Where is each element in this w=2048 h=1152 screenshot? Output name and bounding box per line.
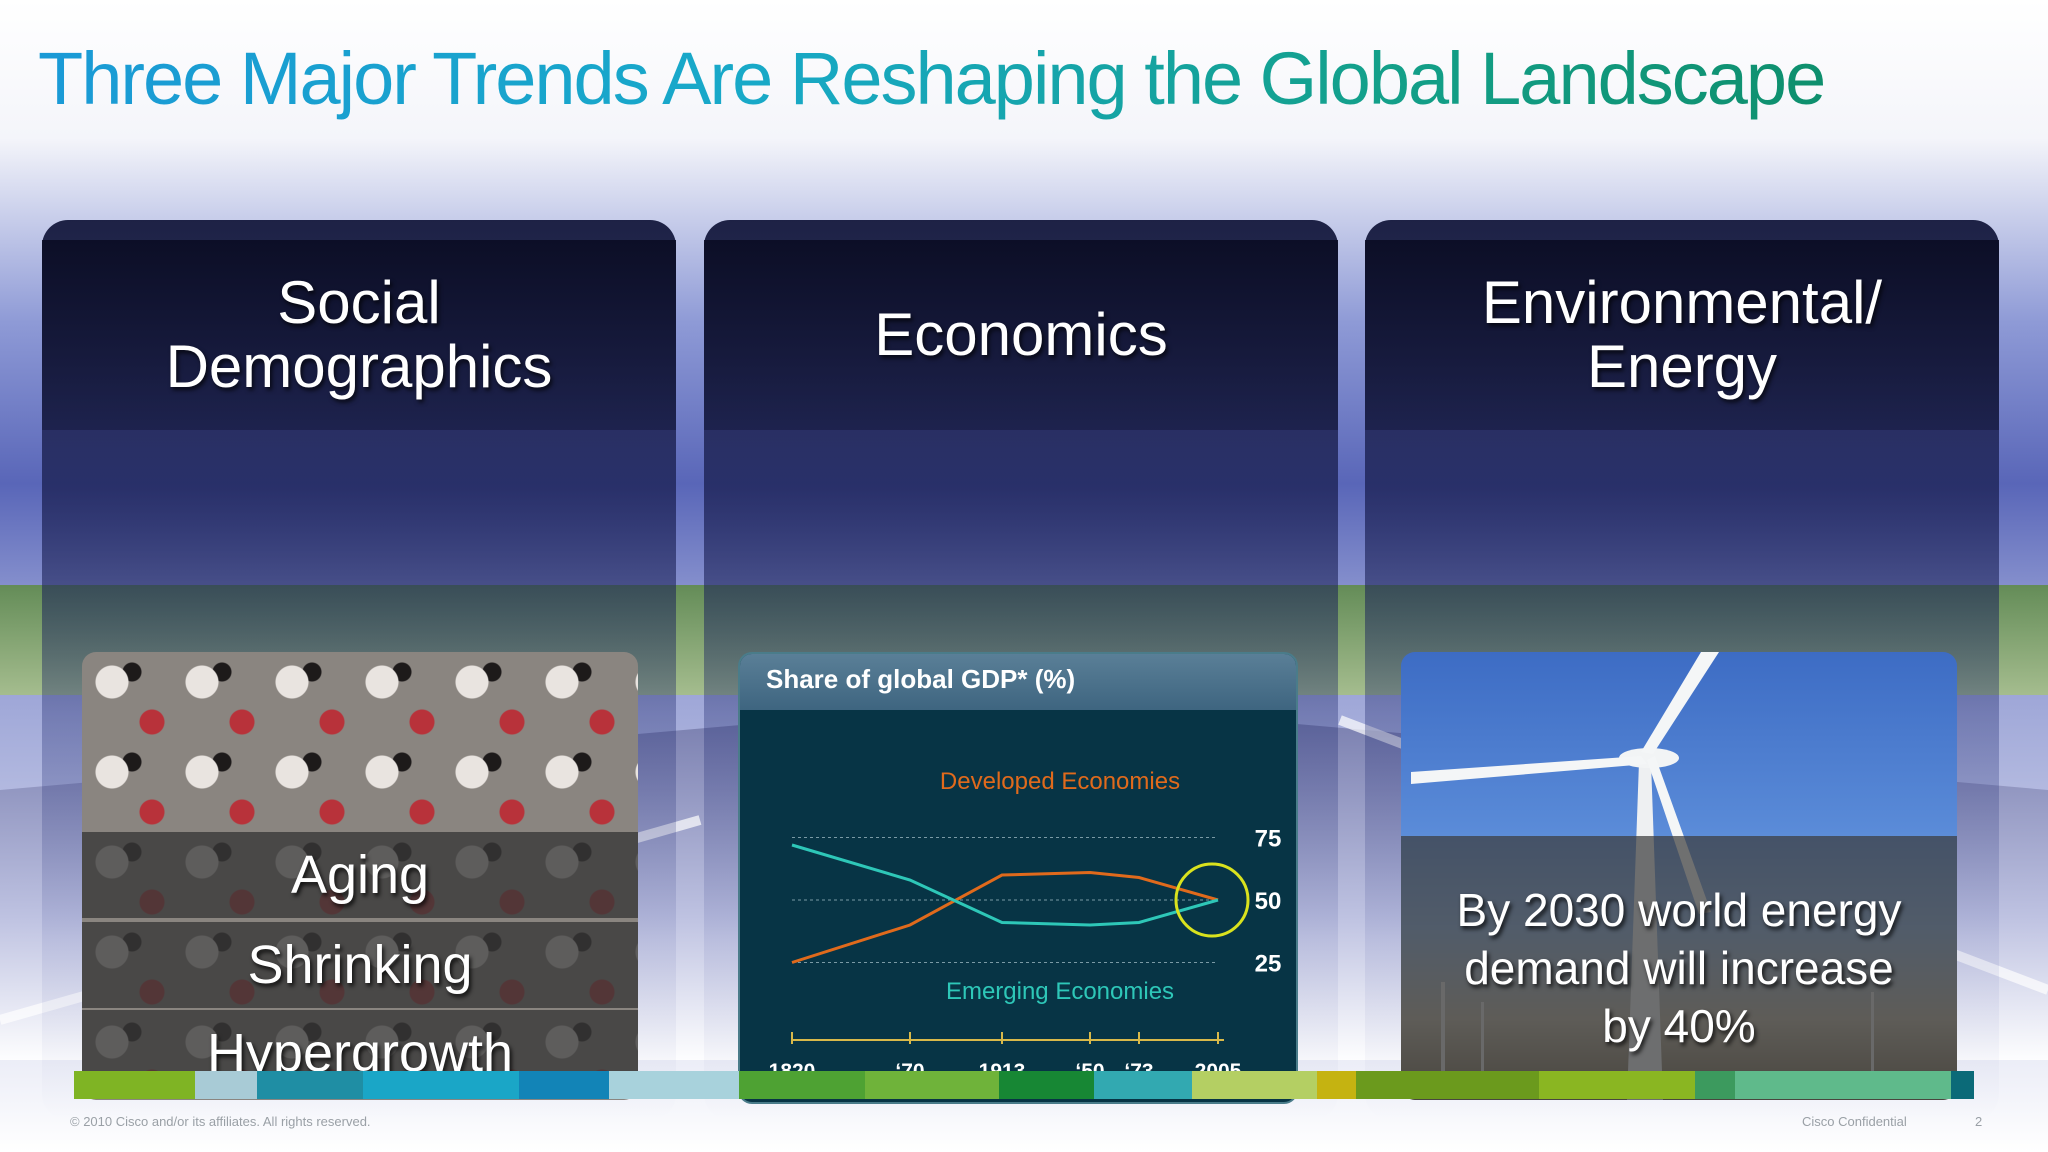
color-bar-segment [1950, 1071, 1974, 1099]
panel-social-demographics: Social Demographics Aging Shrinking Hype… [42, 220, 676, 1120]
series-line-emerging [791, 843, 1219, 927]
color-bar-segment [74, 1071, 196, 1099]
panel-title: Economics [874, 301, 1168, 368]
energy-card: By 2030 world energy demand will increas… [1401, 652, 1957, 1100]
gdp-chart-card: Share of global GDP* (%) 75 50 25 Developed… [738, 652, 1298, 1104]
color-bar-segment [1538, 1071, 1695, 1099]
color-bar-segment [195, 1071, 257, 1099]
color-bar-segment [1694, 1071, 1736, 1099]
chart-title: Share of global GDP* (%) [766, 664, 1076, 694]
panel-header: Economics [704, 240, 1338, 430]
brand-color-bar [74, 1071, 1974, 1099]
panel-environmental-energy: Environmental/ Energy By 2030 world ener… [1365, 220, 1999, 1120]
color-bar-segment [609, 1071, 740, 1099]
y-tick-label: 25 [1255, 951, 1282, 978]
panel-header: Environmental/ Energy [1365, 240, 1999, 430]
color-bar-segment [1093, 1071, 1193, 1099]
page-number: 2 [1975, 1114, 1983, 1129]
color-bar-segment [518, 1071, 610, 1099]
color-bar-segment [864, 1071, 1000, 1099]
color-bar-segment [362, 1071, 519, 1099]
gdp-line-chart: 75 50 25 Developed Economies Emerging Econom… [769, 768, 1282, 1083]
panel-economics: Economics Share of global GDP* (%) 75 50 2… [704, 220, 1338, 1120]
color-bar-segment [739, 1071, 865, 1099]
chart-header: Share of global GDP* (%) [740, 654, 1296, 710]
color-bar-segment [1192, 1071, 1318, 1099]
panel-title: Environmental/ Energy [1481, 269, 1883, 400]
trend-item-shrinking: Shrinking [82, 922, 638, 1008]
color-bar-segment [1317, 1071, 1356, 1099]
color-bar-segment [999, 1071, 1094, 1099]
series-label: Emerging Economies [946, 978, 1174, 1005]
trend-item-aging: Aging [82, 832, 638, 918]
copyright-footer: © 2010 Cisco and/or its affiliates. All … [70, 1114, 371, 1129]
color-bar-segment [1355, 1071, 1539, 1099]
energy-callout-text: By 2030 world energy demand will increas… [1456, 884, 1902, 1052]
series-label: Developed Economies [940, 768, 1180, 795]
color-bar-segment [1735, 1071, 1951, 1099]
energy-callout: By 2030 world energy demand will increas… [1401, 836, 1957, 1100]
confidential-label: Cisco Confidential [1802, 1114, 1907, 1129]
slide-title: Three Major Trends Are Reshaping the Glo… [38, 37, 1826, 120]
y-tick-label: 75 [1255, 826, 1282, 853]
demographics-card: Aging Shrinking Hypergrowth [82, 652, 638, 1100]
panel-header: Social Demographics [42, 240, 676, 430]
color-bar-segment [256, 1071, 363, 1099]
y-tick-label: 50 [1255, 888, 1282, 915]
crossover-highlight [1174, 862, 1250, 938]
series-line-developed [791, 870, 1219, 964]
panel-title: Social Demographics [165, 269, 553, 400]
